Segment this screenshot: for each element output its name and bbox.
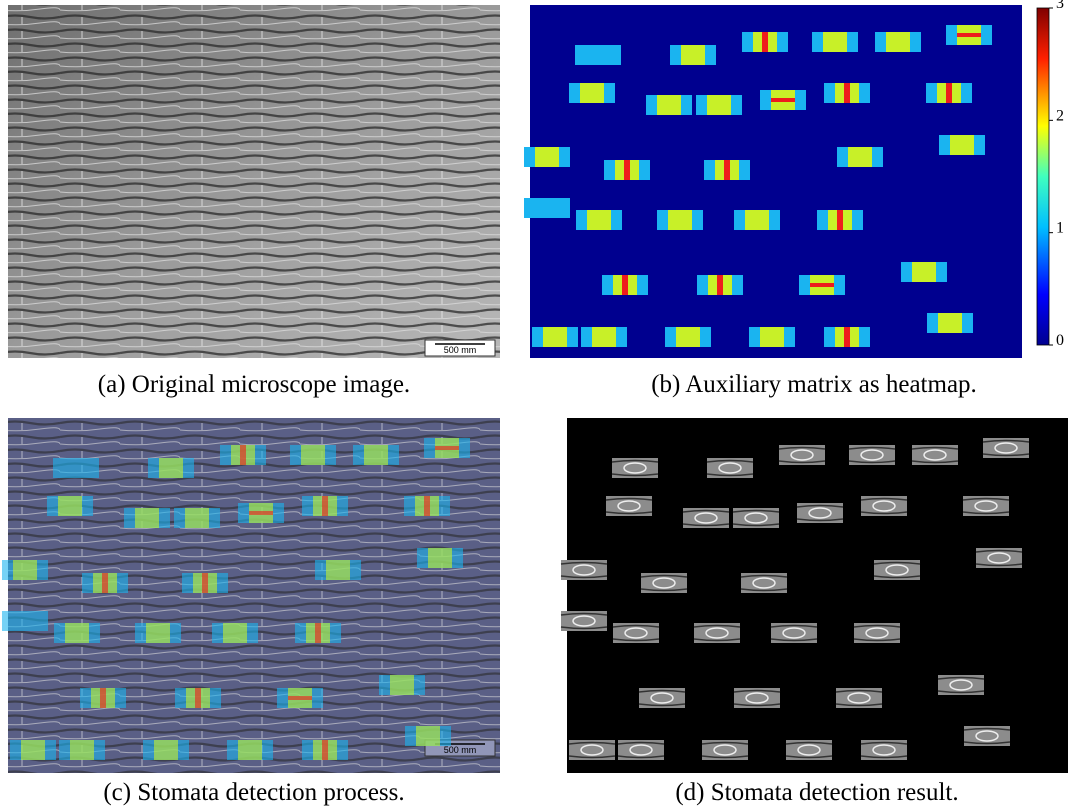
stoma-core xyxy=(223,623,247,643)
stoma-core xyxy=(238,740,262,760)
stoma-region xyxy=(2,611,48,631)
stoma-core xyxy=(580,83,604,103)
stoma-core xyxy=(21,740,45,760)
stoma-core xyxy=(657,95,681,115)
stoma-core xyxy=(676,327,700,347)
stoma-peak xyxy=(102,573,108,593)
stoma-peak xyxy=(249,511,273,515)
stoma-peak xyxy=(424,496,430,516)
stoma-core xyxy=(543,327,567,347)
stoma-core xyxy=(886,32,910,52)
stoma-core xyxy=(535,147,559,167)
stoma-core xyxy=(13,560,37,580)
panel-b: (b) Auxiliary matrix as heatmap. 0 1 2 3 xyxy=(524,0,1064,398)
stoma-peak xyxy=(957,33,981,37)
stoma-core xyxy=(58,496,82,516)
stoma-peak xyxy=(844,83,850,103)
colorbar-tick-label: 0 xyxy=(1056,332,1064,349)
stoma-peak xyxy=(624,160,630,180)
stoma-core xyxy=(681,45,705,65)
stoma-peak xyxy=(771,98,795,102)
panel-c: 500 mm (c) Stomata detection process. xyxy=(2,418,500,806)
stoma-core xyxy=(823,32,847,52)
stoma-core xyxy=(950,135,974,155)
stoma-core xyxy=(135,508,159,528)
stoma-core xyxy=(760,327,784,347)
stoma-peak xyxy=(100,688,106,708)
colorbar-tick-label: 3 xyxy=(1056,0,1064,12)
colorbar-tick-label: 1 xyxy=(1056,220,1064,237)
caption: (d) Stomata detection result. xyxy=(675,779,958,806)
stoma-core xyxy=(416,726,440,746)
caption: (c) Stomata detection process. xyxy=(103,779,404,806)
stoma-core xyxy=(587,210,611,230)
stoma-region xyxy=(53,458,99,478)
stoma-peak xyxy=(762,32,768,52)
stoma-peak xyxy=(195,688,201,708)
cell-texture xyxy=(8,5,500,358)
caption: (b) Auxiliary matrix as heatmap. xyxy=(651,371,977,398)
stoma-core xyxy=(364,445,388,465)
stoma-core xyxy=(390,675,414,695)
panel-a: 500 mm (a) Original microscope image. xyxy=(8,5,500,398)
stoma-core xyxy=(326,560,350,580)
stoma-core xyxy=(159,458,183,478)
caption: (a) Original microscope image. xyxy=(98,371,410,398)
stoma-core xyxy=(745,210,769,230)
stoma-core xyxy=(154,740,178,760)
stoma-region xyxy=(524,198,570,218)
stoma-core xyxy=(428,548,452,568)
stoma-core xyxy=(707,95,731,115)
stoma-peak xyxy=(837,210,843,230)
colorbar xyxy=(1037,8,1049,345)
stoma-core xyxy=(938,313,962,333)
scale-bar-label: 500 mm xyxy=(444,745,477,755)
stoma-peak xyxy=(724,160,730,180)
stoma-core xyxy=(301,445,325,465)
stoma-peak xyxy=(322,496,328,516)
stoma-peak xyxy=(315,623,321,643)
stoma-peak xyxy=(844,327,850,347)
stoma-peak xyxy=(202,573,208,593)
stoma-peak xyxy=(717,275,723,295)
stoma-peak xyxy=(435,446,459,450)
figure: 500 mm (a) Original microscope image. (b… xyxy=(0,0,1070,807)
stoma-peak xyxy=(288,696,312,700)
stoma-peak xyxy=(810,283,834,287)
stoma-region xyxy=(575,45,621,65)
stoma-core xyxy=(668,210,692,230)
panel-d: (d) Stomata detection result. xyxy=(561,418,1068,806)
stoma-peak xyxy=(240,445,246,465)
stoma-core xyxy=(848,147,872,167)
stoma-peak xyxy=(946,83,952,103)
stoma-peak xyxy=(322,740,328,760)
stoma-core xyxy=(592,327,616,347)
colorbar-tick-label: 2 xyxy=(1056,107,1064,124)
stoma-peak xyxy=(622,275,628,295)
stoma-core xyxy=(912,262,936,282)
scale-bar-label: 500 mm xyxy=(444,345,477,355)
stoma-core xyxy=(65,623,89,643)
stoma-core xyxy=(70,740,94,760)
stoma-core xyxy=(185,508,209,528)
stoma-core xyxy=(146,623,170,643)
